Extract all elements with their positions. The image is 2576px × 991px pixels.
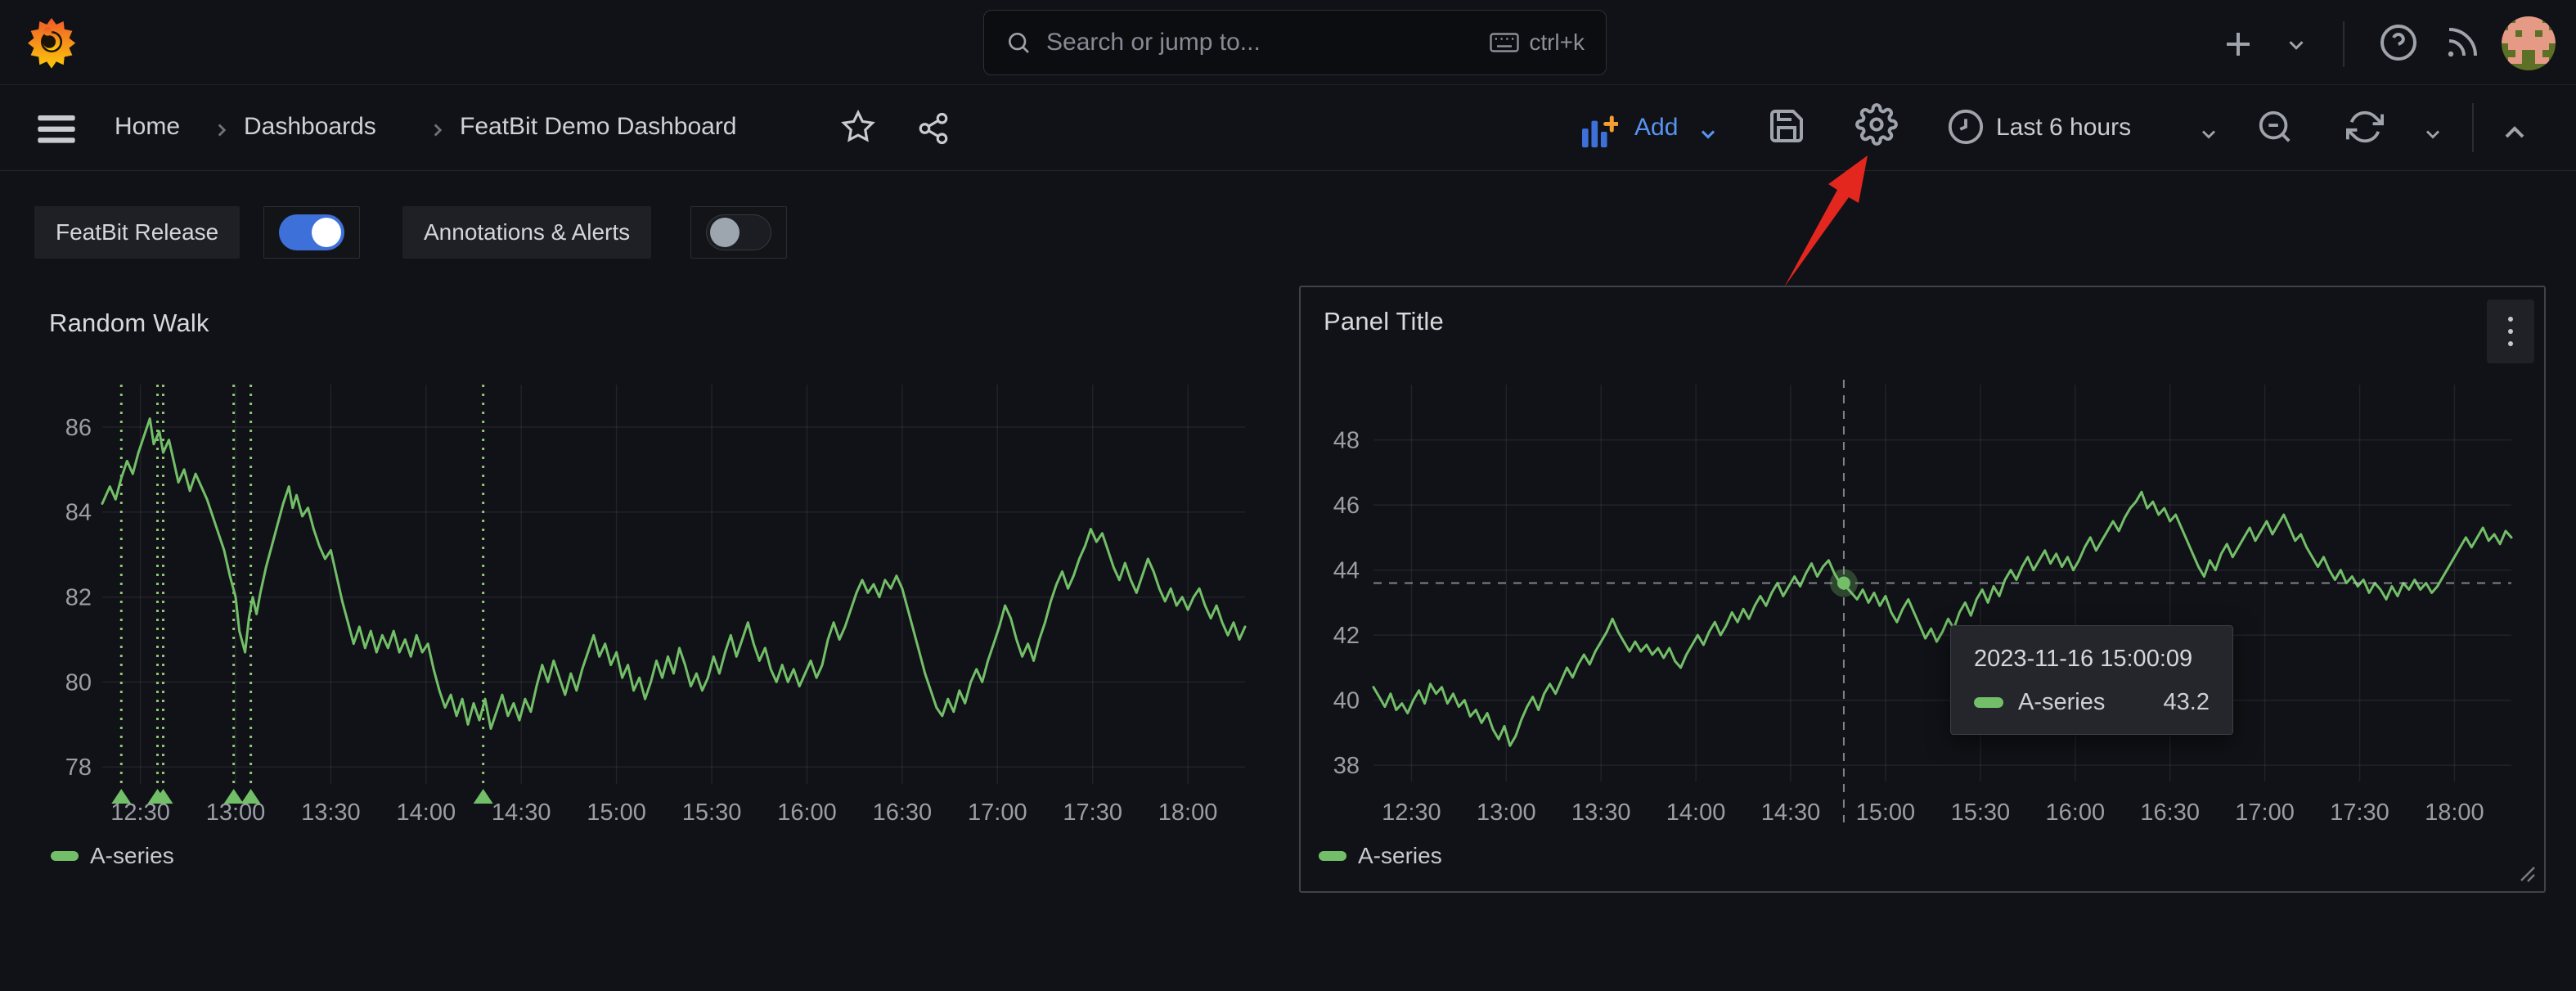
tooltip-series-value: 43.2 xyxy=(2163,689,2210,715)
breadcrumb-current-page: FeatBit Demo Dashboard xyxy=(460,113,737,140)
add-panel-icon[interactable] xyxy=(1580,115,1618,149)
y-axis-tick-label: 78 xyxy=(65,755,92,781)
toggle-on-switch[interactable] xyxy=(279,214,344,250)
search-input[interactable]: Search or jump to... ctrl+k xyxy=(983,10,1607,75)
tooltip-series-name: A-series xyxy=(2018,689,2106,715)
time-range-chevron-icon[interactable] xyxy=(2197,123,2220,146)
topbar-divider xyxy=(2343,21,2344,67)
shortcut-text: ctrl+k xyxy=(1529,29,1585,55)
top-bar: Search or jump to... ctrl+k xyxy=(0,0,2576,85)
x-axis-tick-label: 15:30 xyxy=(682,800,742,826)
add-button[interactable]: Add xyxy=(1634,114,1679,141)
tooltip-timestamp: 2023-11-16 15:00:09 xyxy=(1974,646,2193,672)
toolbar-divider xyxy=(2472,103,2474,152)
news-rss-icon[interactable] xyxy=(2443,23,2482,62)
add-new-chevron-icon[interactable] xyxy=(2284,33,2309,57)
x-axis-tick-label: 15:00 xyxy=(587,800,646,826)
left-panel-title[interactable]: Random Walk xyxy=(49,309,209,337)
time-range-clock-icon[interactable] xyxy=(1947,108,1985,146)
x-axis-tick-label: 13:00 xyxy=(206,800,266,826)
breadcrumb-chevron-icon xyxy=(427,119,448,141)
breadcrumb-chevron-icon xyxy=(211,119,232,141)
help-icon[interactable] xyxy=(2379,23,2418,62)
annotation-marker-icon xyxy=(111,789,132,804)
x-axis-tick-label: 17:00 xyxy=(968,800,1027,826)
search-icon xyxy=(1005,29,1032,56)
search-placeholder: Search or jump to... xyxy=(1046,29,1261,56)
x-axis-tick-label: 17:30 xyxy=(1063,800,1122,826)
dashboard-settings-gear-icon[interactable] xyxy=(1855,103,1898,146)
y-axis-tick-label: 82 xyxy=(65,585,92,611)
x-axis-tick-label: 18:00 xyxy=(1158,800,1218,826)
chart-hover-tooltip: 2023-11-16 15:00:09 A-series 43.2 xyxy=(1950,625,2233,735)
annotation-marker-icon xyxy=(473,789,493,804)
series-color-pill xyxy=(51,851,79,861)
series-name: A-series xyxy=(90,843,174,868)
search-shortcut: ctrl+k xyxy=(1490,29,1585,56)
annotation-marker-icon xyxy=(153,789,173,804)
right-panel-title[interactable]: Panel Title xyxy=(1324,307,1444,336)
toggle-off-switch[interactable] xyxy=(706,214,771,250)
x-axis-tick-label: 14:30 xyxy=(492,800,551,826)
x-axis-tick-label: 13:30 xyxy=(301,800,361,826)
user-avatar[interactable] xyxy=(2502,16,2556,70)
x-axis-tick-label: 12:30 xyxy=(110,800,170,826)
featbit-release-toggle[interactable] xyxy=(263,206,360,259)
right-panel xyxy=(1299,286,2546,893)
left-chart-legend-item[interactable]: A-series xyxy=(51,843,174,869)
tooltip-series-pill xyxy=(1974,697,2003,708)
breadcrumb-home[interactable]: Home xyxy=(115,113,181,140)
series-line xyxy=(101,417,1247,730)
time-range-picker[interactable]: Last 6 hours xyxy=(1996,114,2132,141)
series-color-pill xyxy=(1319,851,1346,861)
featbit-release-label: FeatBit Release xyxy=(34,206,241,259)
refresh-interval-chevron-icon[interactable] xyxy=(2421,123,2444,146)
keyboard-icon xyxy=(1490,31,1520,54)
share-icon[interactable] xyxy=(916,111,951,146)
annotation-marker-icon xyxy=(223,789,244,804)
breadcrumb-dashboards[interactable]: Dashboards xyxy=(244,113,376,140)
add-new-icon[interactable] xyxy=(2219,25,2258,64)
annotations-alerts-label: Annotations & Alerts xyxy=(402,206,652,259)
y-axis-tick-label: 86 xyxy=(65,415,92,441)
menu-hamburger-icon[interactable] xyxy=(38,115,75,143)
refresh-icon[interactable] xyxy=(2346,108,2384,146)
annotation-marker-icon xyxy=(241,789,261,804)
collapse-toolbar-chevron-up-icon[interactable] xyxy=(2498,116,2531,149)
y-axis-tick-label: 84 xyxy=(65,500,92,526)
annotations-alerts-toggle[interactable] xyxy=(690,206,787,259)
add-chevron-icon[interactable] xyxy=(1697,123,1720,146)
annotation-marker-icon xyxy=(147,789,168,804)
zoom-out-icon[interactable] xyxy=(2256,108,2294,146)
dashboard-toolbar xyxy=(0,86,2576,171)
save-dashboard-icon[interactable] xyxy=(1767,106,1806,146)
grafana-logo-icon[interactable] xyxy=(28,13,75,70)
y-axis-tick-label: 80 xyxy=(65,669,92,696)
favorite-star-icon[interactable] xyxy=(841,110,875,144)
series-name: A-series xyxy=(1358,843,1442,868)
toggle-knob xyxy=(312,218,341,247)
toggle-knob xyxy=(710,218,740,247)
panel-menu-kebab-icon[interactable] xyxy=(2487,300,2534,363)
right-chart-legend-item[interactable]: A-series xyxy=(1319,843,1442,869)
x-axis-tick-label: 16:30 xyxy=(873,800,933,826)
x-axis-tick-label: 16:00 xyxy=(777,800,837,826)
x-axis-tick-label: 14:00 xyxy=(397,800,456,826)
